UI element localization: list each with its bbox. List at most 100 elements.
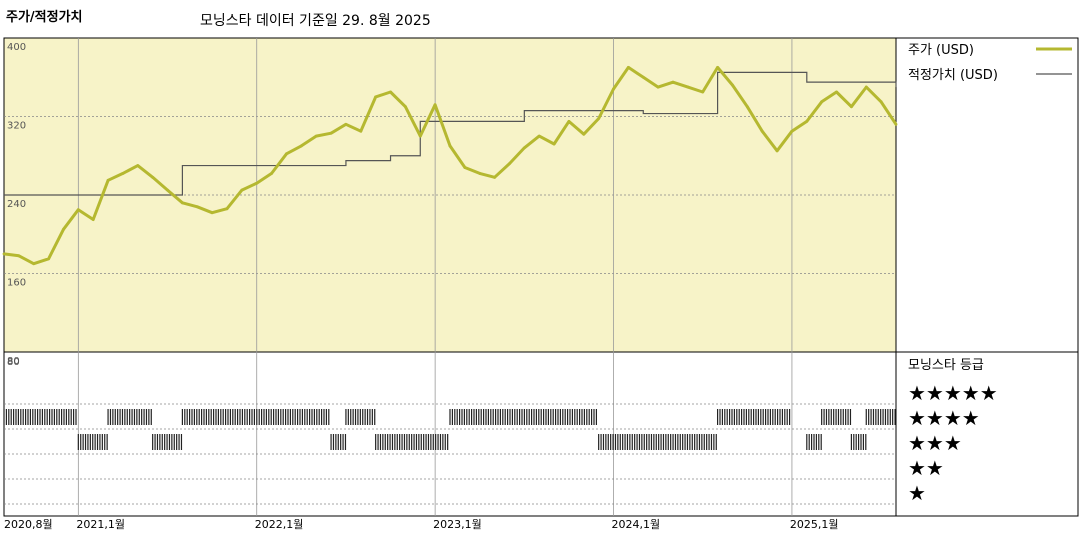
- rating-segment-3-stars: [375, 434, 449, 450]
- price-point: [493, 175, 496, 179]
- price-point: [894, 122, 898, 126]
- rating-segment-4-stars: [181, 409, 330, 425]
- price-point: [478, 172, 482, 175]
- rating-segment-4-stars: [865, 409, 896, 425]
- price-point: [195, 205, 199, 209]
- price-point: [879, 100, 883, 104]
- y-tick-label: 80: [7, 356, 20, 367]
- price-point: [567, 120, 571, 123]
- price-point: [240, 188, 244, 192]
- y-tick-label: 160: [7, 278, 26, 289]
- price-point: [537, 134, 541, 138]
- chart-frame: [3, 37, 1079, 517]
- y-tick-label: 400: [7, 42, 26, 53]
- rating-legend-stars: ★: [908, 481, 926, 505]
- price-point: [686, 85, 690, 89]
- price-point: [285, 152, 288, 156]
- y-tick-label: 80: [7, 357, 20, 368]
- price-point: [835, 90, 838, 94]
- y-tick-label: 320: [7, 121, 26, 132]
- x-tick-label: 2023,1월: [433, 518, 482, 531]
- price-point: [329, 131, 333, 135]
- price-point: [656, 85, 660, 89]
- price-point: [106, 178, 110, 182]
- rating-segment-3-stars: [152, 434, 183, 450]
- price-point: [166, 188, 169, 192]
- price-point: [344, 122, 348, 126]
- price-point: [463, 166, 467, 169]
- rating-legend-stars: ★★★: [908, 431, 962, 455]
- rating-legend-stars: ★★★★★: [908, 381, 998, 405]
- rating-segment-3-stars: [806, 434, 822, 450]
- price-point: [62, 227, 65, 231]
- legend-fair-value-label: 적정가치 (USD): [908, 68, 998, 83]
- rating-segment-4-stars: [345, 409, 376, 425]
- rating-segment-4-stars: [716, 409, 791, 425]
- rating-segment-3-stars: [77, 434, 108, 450]
- data-date-subtitle: 모닝스타 데이터 기준일 29. 8월 2025: [200, 13, 431, 29]
- price-point: [612, 87, 615, 91]
- price-point: [76, 208, 80, 212]
- price-point: [359, 129, 363, 133]
- rating-segment-3-stars: [598, 434, 717, 450]
- price-point: [716, 66, 719, 69]
- price-point: [805, 120, 809, 123]
- price-point: [418, 134, 422, 138]
- price-point: [17, 254, 21, 258]
- price-point: [270, 172, 273, 175]
- x-tick-label: 2022,1월: [255, 518, 304, 531]
- price-point: [299, 144, 303, 148]
- price-point: [671, 80, 675, 84]
- price-point: [448, 144, 452, 148]
- price-point: [731, 83, 734, 87]
- rating-segment-3-stars: [850, 434, 867, 450]
- rating-segment-4-stars: [3, 409, 77, 425]
- price-point: [374, 95, 378, 99]
- rating-legend-stars: ★★: [908, 456, 944, 480]
- chart-title: 주가/적정가치: [6, 10, 83, 25]
- rating-segment-4-stars: [449, 409, 598, 425]
- price-point: [404, 105, 407, 109]
- price-point: [121, 172, 125, 175]
- price-point: [181, 201, 184, 205]
- rating-segment-4-stars: [107, 409, 152, 425]
- price-point: [745, 105, 749, 109]
- x-tick-label: 2024,1월: [612, 518, 661, 531]
- x-tick-label: 2021,1월: [76, 518, 125, 531]
- price-point: [775, 149, 779, 153]
- rating-legend-stars: ★★★★: [908, 406, 980, 430]
- price-point: [582, 132, 586, 136]
- fair-value-line: [4, 71, 897, 196]
- price-point: [389, 90, 392, 94]
- price-point: [433, 103, 437, 107]
- price-point: [136, 164, 140, 167]
- legend-price-label: 주가 (USD): [908, 43, 974, 58]
- rating-segment-3-stars: [330, 434, 347, 450]
- price-point: [508, 162, 511, 166]
- price-point: [314, 134, 318, 138]
- price-point: [32, 262, 36, 266]
- y-tick-label: 240: [7, 199, 26, 210]
- price-point: [701, 90, 705, 94]
- price-point: [210, 211, 214, 215]
- price-point: [255, 181, 259, 185]
- price-point: [47, 257, 50, 261]
- x-tick-label: 2025,1월: [790, 518, 839, 531]
- x-tick-label: 2020,8월: [4, 518, 53, 531]
- price-point: [760, 129, 764, 133]
- price-point: [2, 252, 6, 256]
- price-point: [641, 75, 645, 79]
- price-point: [151, 175, 155, 179]
- rating-legend-title: 모닝스타 등급: [908, 358, 984, 373]
- price-point: [91, 218, 95, 221]
- price-point: [790, 129, 794, 133]
- price-point: [225, 207, 229, 211]
- price-point: [627, 66, 630, 69]
- price-point: [850, 105, 853, 109]
- price-point: [864, 85, 868, 89]
- price-point: [820, 100, 824, 104]
- price-point: [552, 142, 556, 146]
- price-point: [522, 146, 526, 150]
- price-point: [597, 117, 601, 120]
